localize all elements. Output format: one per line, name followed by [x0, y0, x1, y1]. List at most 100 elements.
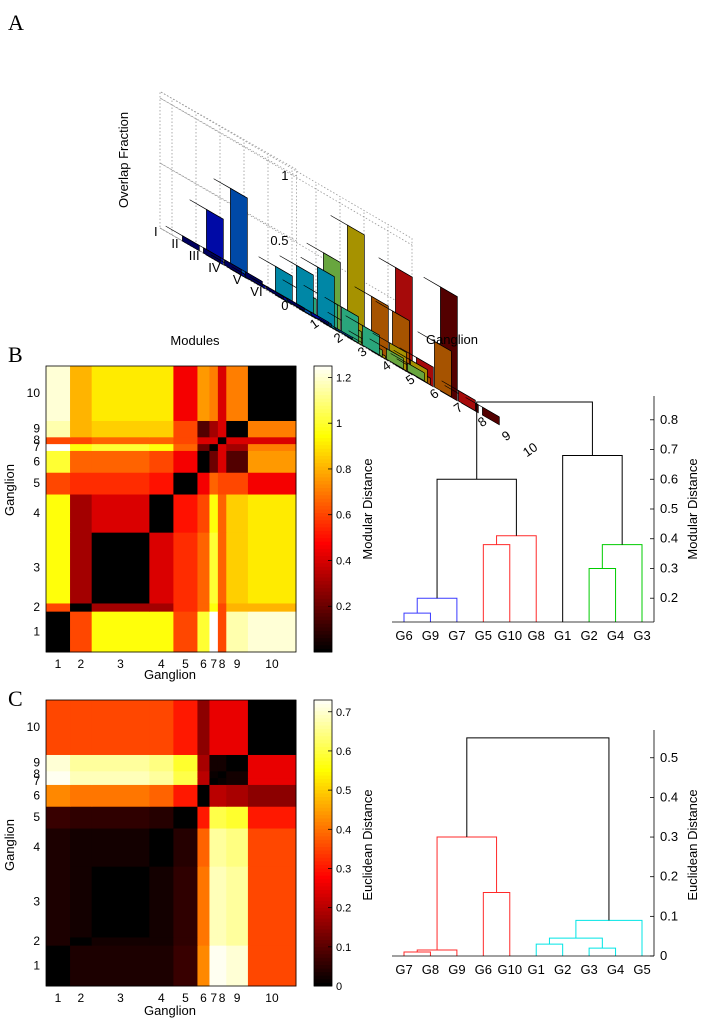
heatmap-cell	[70, 770, 93, 779]
bar3d-bar	[318, 317, 353, 340]
colorbar-step	[314, 462, 332, 467]
heatmap-cell	[91, 472, 150, 495]
colorbar-step	[314, 416, 332, 421]
heatmap-cell	[173, 700, 198, 755]
heatmap-cell	[91, 945, 150, 987]
colorbar-step	[314, 700, 332, 705]
colorbar-tick-label: 0.1	[336, 942, 351, 954]
dendrogram-link	[403, 612, 431, 622]
colorbar-step	[314, 548, 332, 553]
heatmap-cell	[226, 700, 249, 755]
modular-colorbar: 0.2 0.4 0.6 0.8 1 1.2	[313, 365, 351, 653]
colorbar-step	[314, 373, 332, 378]
heatmap-cell	[197, 443, 210, 451]
heatmap-cell	[173, 494, 198, 533]
colorbar-step	[314, 469, 332, 474]
colorbar-step	[314, 753, 332, 758]
heatmap-y-tick: 3	[33, 895, 40, 909]
colorbar-step	[314, 710, 332, 715]
heatmap-cell	[217, 602, 227, 612]
colorbar-step	[314, 419, 332, 424]
colorbar-step	[314, 609, 332, 614]
colorbar-step	[314, 412, 332, 417]
heatmap-x-tick: 10	[265, 657, 279, 671]
heatmap-cell	[247, 443, 297, 451]
heatmap-cell	[226, 602, 249, 612]
colorbar-step	[314, 598, 332, 603]
colorbar-step	[314, 448, 332, 453]
colorbar-tick-label: 0	[336, 981, 342, 993]
colorbar-step	[314, 369, 332, 374]
colorbar-step	[314, 466, 332, 471]
heatmap-cell	[197, 700, 210, 755]
colorbar-step	[314, 803, 332, 808]
colorbar-step	[314, 875, 332, 880]
heatmap-cell	[226, 754, 249, 772]
bar3d-bar	[441, 380, 476, 412]
colorbar-step	[314, 587, 332, 592]
heatmap-cell	[70, 472, 93, 495]
dendrogram-tick-label: 0.2	[660, 869, 678, 884]
colorbar-step	[314, 483, 332, 489]
colorbar-step	[314, 778, 332, 783]
heatmap-cell	[70, 443, 93, 451]
colorbar-tick-label: 0.6	[336, 510, 351, 522]
colorbar-step	[314, 408, 332, 413]
dendrogram-link	[416, 949, 458, 956]
heatmap-cell	[91, 936, 150, 946]
colorbar-step	[314, 782, 332, 787]
colorbar-step	[314, 501, 332, 506]
colorbar-frame	[313, 699, 333, 987]
heatmap-cell	[217, 936, 227, 946]
colorbar-tick-label: 1	[336, 418, 342, 430]
colorbar-step	[314, 594, 332, 599]
colorbar-tick-label: 0.5	[336, 785, 351, 797]
heatmap-cell	[217, 828, 227, 867]
heatmap-cell	[149, 611, 174, 653]
heatmap-x-tick: 5	[182, 991, 189, 1005]
bar-face	[335, 327, 353, 340]
heatmap-cell	[173, 366, 198, 421]
heatmap-cell	[197, 602, 210, 612]
heatmap-cell	[217, 436, 227, 445]
colorbar-step	[314, 914, 332, 919]
colorbar-step	[314, 885, 332, 890]
heatmap-cell	[91, 420, 150, 438]
heatmap-cell	[217, 611, 227, 653]
heatmap-x-tick: 8	[219, 991, 226, 1005]
heatmap-cell	[226, 366, 249, 421]
dendrogram-link	[482, 892, 511, 956]
heatmap-cell	[226, 784, 249, 807]
colorbar-step	[314, 978, 332, 983]
dendrogram-link	[548, 937, 603, 949]
dendrogram-leaf-label: G10	[497, 962, 522, 977]
heatmap-cell	[217, 784, 227, 807]
heatmap-cell	[226, 450, 249, 473]
heatmap-cell	[197, 754, 210, 772]
back-wall	[159, 90, 413, 376]
module-tick-label: I	[154, 224, 158, 239]
heatmap-cell	[197, 436, 210, 445]
dendrogram-tick-label: 0.4	[660, 531, 678, 546]
colorbar-step	[314, 573, 332, 578]
heatmap-cell	[197, 472, 210, 495]
heatmap-x-tick: 6	[200, 657, 207, 671]
dendrogram-leaf-label: G8	[422, 962, 439, 977]
dendrogram-link	[535, 943, 564, 956]
colorbar-step	[314, 860, 332, 865]
panel-label-a: A	[8, 10, 24, 35]
heatmap-cell	[149, 436, 174, 445]
module-tick-label: II	[171, 236, 178, 251]
dendrogram-tick-label: 0.6	[660, 471, 678, 486]
colorbar-step	[314, 623, 332, 628]
heatmap-cell	[209, 602, 219, 612]
heatmap-cell	[91, 436, 150, 445]
colorbar-step	[314, 605, 332, 610]
heatmap-y-tick: 10	[27, 720, 41, 734]
heatmap-cell	[209, 611, 219, 653]
heatmap-cell	[209, 936, 219, 946]
heatmap-cell	[217, 532, 227, 604]
colorbar-step	[314, 641, 332, 646]
heatmap-cell	[209, 420, 219, 438]
